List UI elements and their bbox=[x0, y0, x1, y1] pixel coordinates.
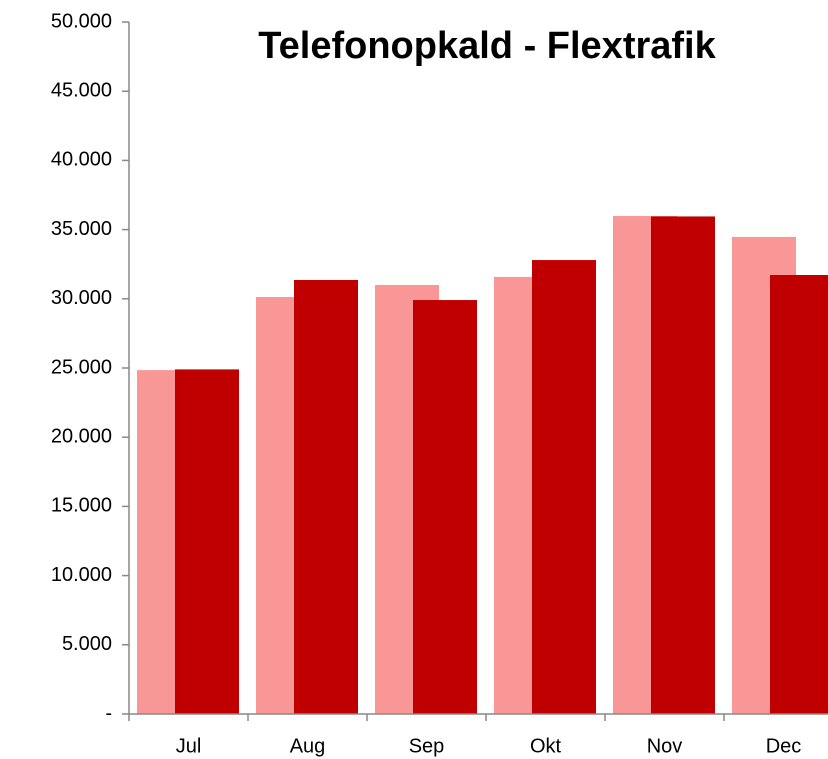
chart-title: Telefonopkald - Flextrafik bbox=[258, 25, 716, 67]
y-tick-label: 25.000 bbox=[51, 356, 112, 378]
y-tick-label: 30.000 bbox=[51, 287, 112, 309]
x-tick-label: Nov bbox=[647, 735, 683, 757]
bar bbox=[651, 216, 715, 714]
y-tick-label: 10.000 bbox=[51, 564, 112, 586]
bar bbox=[294, 279, 358, 714]
y-tick-label: 45.000 bbox=[51, 79, 112, 101]
y-tick-label: 40.000 bbox=[51, 149, 112, 171]
x-tick-label: Okt bbox=[530, 735, 562, 757]
x-tick-label: Dec bbox=[766, 735, 802, 757]
x-tick-label: Jul bbox=[176, 735, 202, 757]
bar bbox=[175, 369, 239, 714]
y-tick-label: 5.000 bbox=[62, 633, 112, 655]
bar bbox=[413, 300, 477, 714]
y-tick-label: 35.000 bbox=[51, 218, 112, 240]
x-tick-label: Sep bbox=[409, 735, 445, 757]
y-tick-label: 50.000 bbox=[51, 10, 112, 32]
y-tick-label: 20.000 bbox=[51, 425, 112, 447]
x-tick-label: Aug bbox=[290, 735, 326, 757]
y-tick-label: 15.000 bbox=[51, 495, 112, 517]
bar bbox=[770, 274, 828, 714]
bar bbox=[532, 260, 596, 714]
y-tick-label: - bbox=[105, 702, 112, 724]
